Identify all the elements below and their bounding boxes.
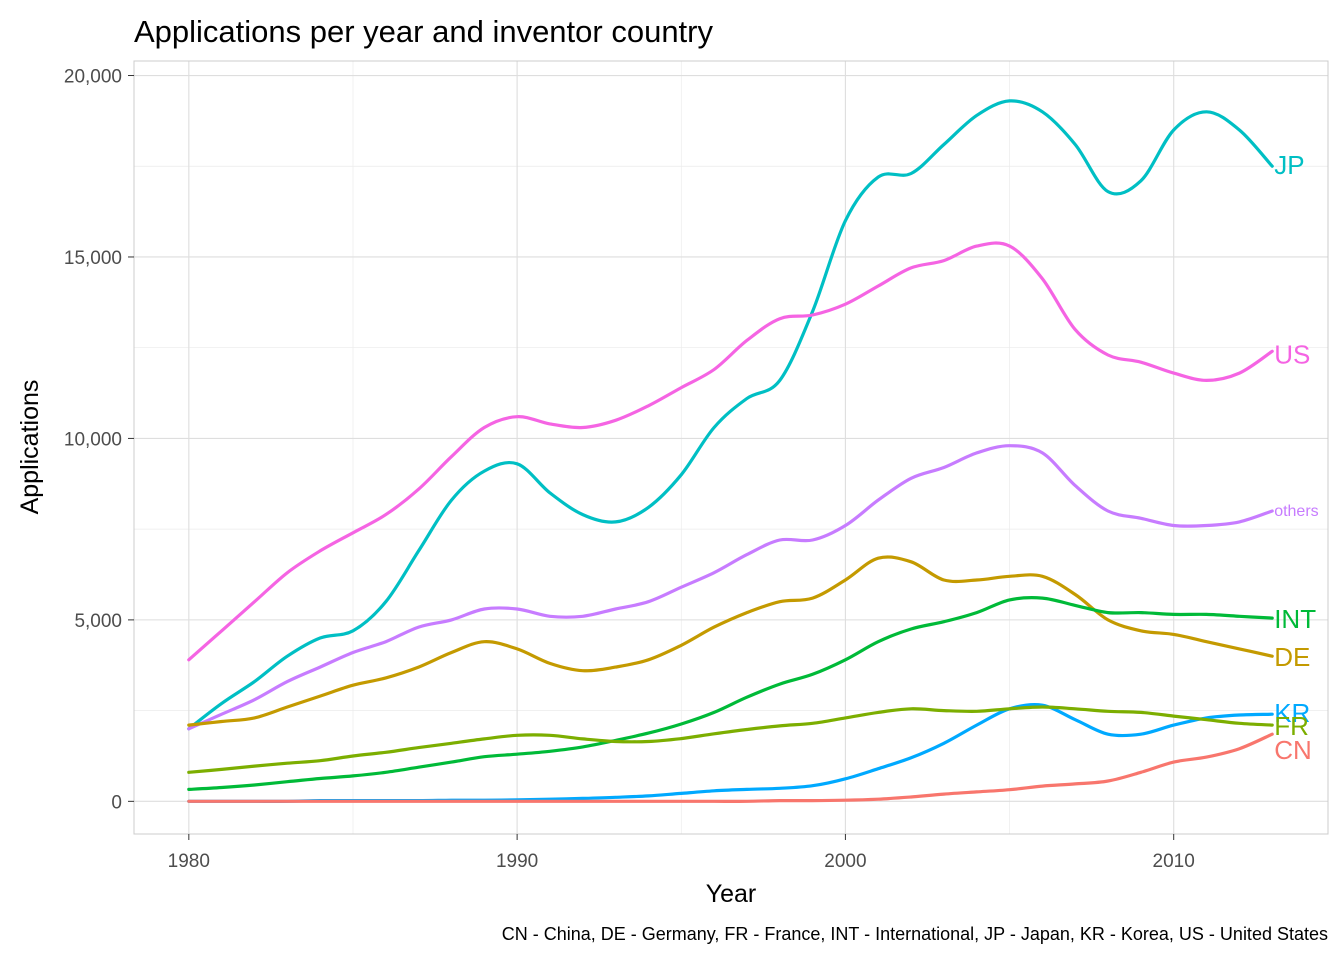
x-axis-title: Year [706, 880, 757, 908]
series-line-us [189, 243, 1272, 660]
x-tick-label: 2000 [824, 851, 866, 872]
series-line-kr [189, 705, 1272, 802]
series-label-others: others [1274, 503, 1318, 520]
series-label-int: INT [1274, 604, 1316, 634]
chart-title: Applications per year and inventor count… [134, 14, 713, 49]
series-line-fr [189, 707, 1272, 772]
series-end-labels: JPUSothersDEINTKRFRCN [1274, 150, 1318, 765]
y-axis-title: Applications [16, 380, 44, 515]
series-label-cn: CN [1274, 735, 1312, 765]
series-lines [189, 101, 1272, 802]
x-tick-label: 1980 [168, 851, 210, 872]
series-line-int [189, 598, 1272, 790]
series-line-jp [189, 101, 1272, 729]
x-tick-label: 2010 [1153, 851, 1195, 872]
y-tick-label: 20,000 [64, 67, 122, 88]
plot-border [134, 61, 1328, 834]
axis-ticks: 0 5,000 10,000 15,000 20,000 1980 1990 2000 2010 [64, 67, 1195, 872]
y-tick-label: 15,000 [64, 248, 122, 269]
y-tick-label: 10,000 [64, 429, 122, 450]
series-label-us: US [1274, 339, 1310, 369]
series-label-de: DE [1274, 642, 1310, 672]
chart-caption: CN - China, DE - Germany, FR - France, I… [502, 924, 1328, 944]
series-line-de [189, 557, 1272, 725]
x-tick-label: 1990 [496, 851, 538, 872]
y-tick-label: 5,000 [74, 611, 122, 632]
y-tick-label: 0 [111, 792, 122, 813]
grid-lines [134, 61, 1328, 834]
series-label-jp: JP [1274, 150, 1304, 180]
